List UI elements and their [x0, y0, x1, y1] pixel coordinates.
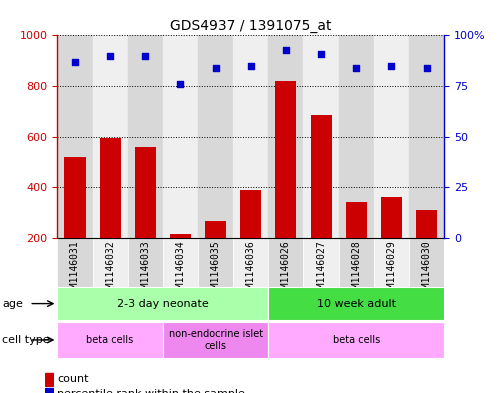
- Bar: [303, 35, 339, 238]
- Bar: [92, 238, 128, 287]
- Bar: [92, 35, 128, 238]
- Point: [106, 52, 114, 59]
- Bar: [198, 35, 233, 238]
- Bar: [57, 238, 92, 287]
- Bar: [64, 157, 85, 288]
- Point: [141, 52, 149, 59]
- Bar: [57, 287, 268, 320]
- Text: 10 week adult: 10 week adult: [317, 299, 396, 309]
- Bar: [240, 190, 261, 288]
- Bar: [100, 138, 121, 288]
- Bar: [303, 238, 339, 287]
- Bar: [374, 35, 409, 238]
- Text: non-endocrine islet
cells: non-endocrine islet cells: [169, 329, 262, 351]
- Text: GSM1146028: GSM1146028: [351, 240, 361, 299]
- Bar: [268, 322, 444, 358]
- Bar: [45, 388, 53, 393]
- Point: [247, 62, 255, 69]
- Point: [71, 59, 79, 65]
- Point: [423, 64, 431, 71]
- Bar: [170, 234, 191, 288]
- Bar: [198, 238, 233, 287]
- Bar: [339, 238, 374, 287]
- Bar: [310, 115, 332, 288]
- Bar: [233, 238, 268, 287]
- Text: GSM1146030: GSM1146030: [422, 240, 432, 299]
- Text: GSM1146035: GSM1146035: [211, 240, 221, 299]
- Bar: [381, 197, 402, 288]
- Text: GSM1146027: GSM1146027: [316, 240, 326, 299]
- Point: [212, 64, 220, 71]
- Bar: [409, 35, 444, 238]
- Bar: [268, 35, 303, 238]
- Bar: [135, 147, 156, 288]
- Text: age: age: [2, 299, 23, 309]
- Point: [177, 81, 185, 87]
- Bar: [409, 238, 444, 287]
- Bar: [346, 202, 367, 288]
- Point: [317, 50, 325, 57]
- Point: [352, 64, 360, 71]
- Text: GSM1146036: GSM1146036: [246, 240, 256, 299]
- Bar: [163, 322, 268, 358]
- Bar: [416, 210, 437, 288]
- Bar: [374, 238, 409, 287]
- Bar: [205, 221, 226, 288]
- Bar: [163, 238, 198, 287]
- Bar: [268, 287, 444, 320]
- Text: GSM1146026: GSM1146026: [281, 240, 291, 299]
- Bar: [339, 35, 374, 238]
- Point: [282, 46, 290, 53]
- Text: percentile rank within the sample: percentile rank within the sample: [57, 389, 246, 393]
- Text: GSM1146034: GSM1146034: [176, 240, 186, 299]
- Text: GSM1146031: GSM1146031: [70, 240, 80, 299]
- Text: beta cells: beta cells: [86, 335, 134, 345]
- Point: [387, 62, 395, 69]
- Text: GSM1146033: GSM1146033: [140, 240, 150, 299]
- Text: cell type: cell type: [2, 335, 50, 345]
- Bar: [275, 81, 296, 288]
- Bar: [163, 35, 198, 238]
- Text: beta cells: beta cells: [333, 335, 380, 345]
- Bar: [128, 238, 163, 287]
- Bar: [268, 238, 303, 287]
- Bar: [45, 373, 53, 386]
- Title: GDS4937 / 1391075_at: GDS4937 / 1391075_at: [170, 19, 331, 33]
- Bar: [128, 35, 163, 238]
- Text: GSM1146029: GSM1146029: [386, 240, 396, 299]
- Bar: [233, 35, 268, 238]
- Text: count: count: [57, 374, 89, 384]
- Text: 2-3 day neonate: 2-3 day neonate: [117, 299, 209, 309]
- Bar: [57, 322, 163, 358]
- Bar: [57, 35, 92, 238]
- Text: GSM1146032: GSM1146032: [105, 240, 115, 299]
